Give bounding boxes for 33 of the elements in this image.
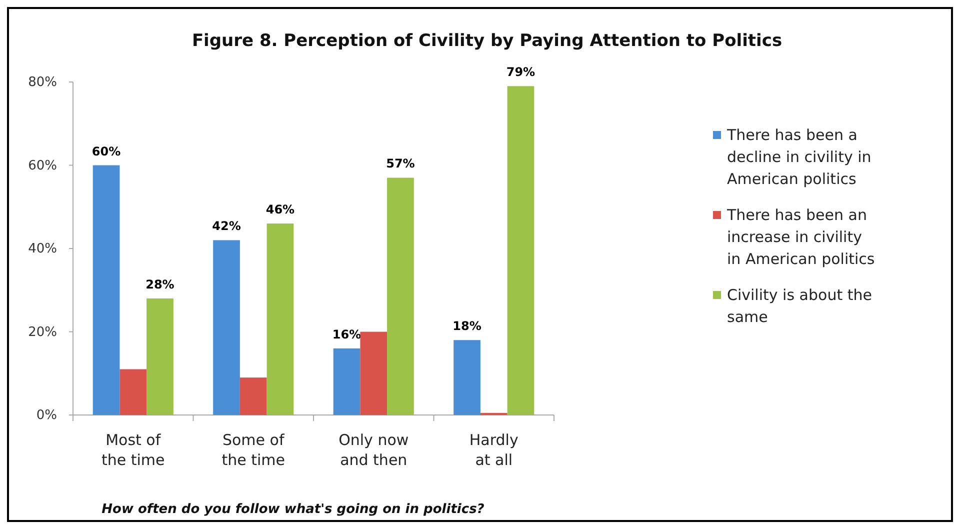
x-axis-title: How often do you follow what's going on in politics? [102, 502, 485, 517]
bar [333, 348, 360, 415]
bar [360, 332, 388, 415]
x-tick-label: Most of the time [101, 431, 165, 469]
bar [507, 86, 534, 415]
bar [387, 178, 414, 415]
y-tick-label: 80% [28, 75, 57, 90]
x-tick-label: Only now and then [338, 431, 409, 469]
data-label: 46% [266, 202, 295, 217]
legend-label: There has been a decline in civility in American politics [726, 126, 872, 188]
data-label: 57% [386, 156, 415, 171]
bar [454, 340, 480, 415]
x-tick-label: Some of the time [222, 431, 286, 469]
data-label: 42% [212, 219, 241, 234]
y-tick-label: 20% [28, 324, 57, 340]
y-tick-label: 40% [28, 242, 57, 256]
chart-title: Figure 8. Perception of Civility by Paying Attention to Politics [192, 31, 782, 51]
bar [146, 298, 174, 415]
x-tick-label: Hardly at all [469, 431, 518, 469]
legend-label: There has been an increase in civility in American politics [726, 206, 875, 268]
bar [120, 369, 147, 415]
data-label: 18% [452, 319, 482, 334]
data-label: 79% [506, 65, 536, 80]
bar [213, 240, 240, 415]
data-label: 28% [146, 277, 174, 292]
legend-label: Civility is about the same [727, 286, 872, 326]
y-tick-label: 60% [28, 158, 57, 174]
bar [92, 165, 120, 415]
y-tick-label: 0% [36, 408, 57, 423]
data-label: 60% [92, 144, 121, 158]
bar [266, 224, 294, 415]
bar [240, 378, 267, 415]
data-label: 16% [332, 327, 362, 342]
